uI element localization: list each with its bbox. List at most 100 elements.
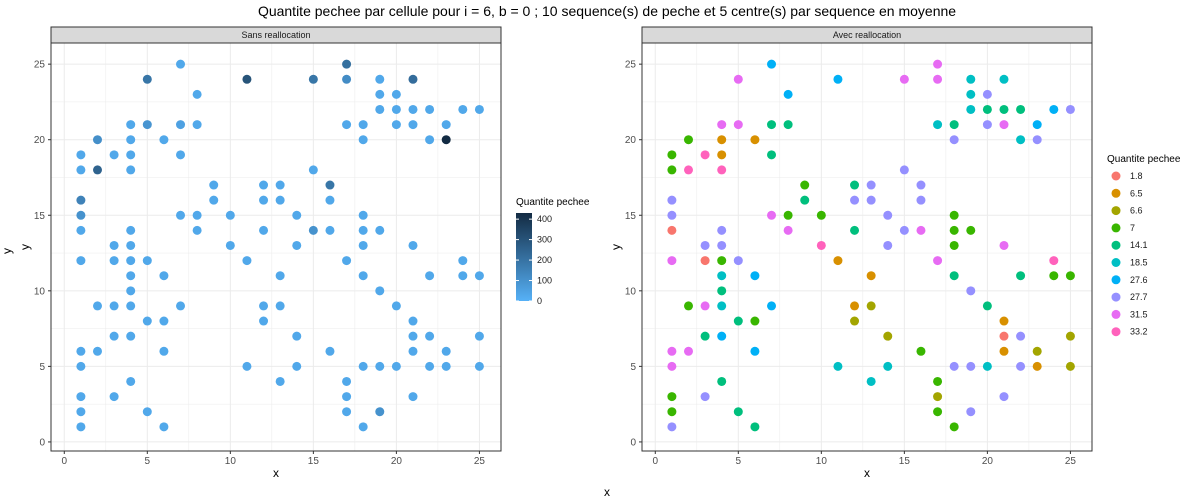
legend-item: 1.8 [1111, 171, 1143, 181]
data-point [916, 195, 926, 205]
colorbar-label: 0 [537, 296, 542, 306]
data-point [933, 59, 943, 69]
data-point [76, 225, 86, 235]
data-point [225, 210, 235, 220]
x-tick-label: 10 [816, 456, 828, 467]
data-point [667, 392, 677, 402]
data-point [209, 195, 219, 205]
data-point [126, 301, 136, 311]
data-point [667, 210, 677, 220]
data-point [783, 225, 793, 235]
data-point [109, 256, 119, 266]
data-point [242, 74, 252, 84]
y-tick-label: 0 [630, 437, 636, 448]
data-point [159, 346, 169, 356]
data-point [325, 195, 335, 205]
data-point [292, 240, 302, 250]
data-point [176, 59, 186, 69]
data-point [1016, 271, 1026, 281]
legend-key [1111, 327, 1121, 337]
data-point [308, 74, 318, 84]
data-point [126, 331, 136, 341]
discrete-legend-title: Quantite pechee [1107, 154, 1181, 165]
data-point [76, 195, 86, 205]
data-point [767, 120, 777, 130]
data-point [126, 256, 136, 266]
panel-sans-reallocation: Sans reallocation 0 5 10 15 20 25 0 5 10 15 20 25 x yy [0, 26, 502, 480]
data-point [1065, 361, 1075, 371]
data-point [126, 376, 136, 386]
data-point [1049, 104, 1059, 114]
y-tick-label: 10 [34, 286, 46, 297]
data-point [833, 361, 843, 371]
data-point [916, 225, 926, 235]
data-point [259, 195, 269, 205]
data-point [126, 271, 136, 281]
y-tick-label: 20 [34, 135, 46, 146]
data-point [1016, 104, 1026, 114]
data-point [308, 225, 318, 235]
axes: 0 5 10 15 20 25 0 5 10 15 20 25 [625, 60, 1077, 467]
data-point [733, 120, 743, 130]
data-point [391, 120, 401, 130]
data-point [700, 301, 710, 311]
data-point [375, 286, 385, 296]
legend-item: 27.6 [1111, 275, 1148, 285]
data-point [949, 210, 959, 220]
data-point [358, 422, 368, 432]
data-point [683, 135, 693, 145]
data-point [1032, 346, 1042, 356]
y-tick-label: 15 [34, 211, 46, 222]
data-point [408, 104, 418, 114]
data-point [767, 210, 777, 220]
legend-item: 18.5 [1111, 258, 1148, 268]
panel-background [642, 43, 1092, 451]
data-point [441, 135, 451, 145]
data-point [76, 422, 86, 432]
legend-item: 6.6 [1111, 206, 1143, 216]
data-point [966, 286, 976, 296]
data-point [949, 271, 959, 281]
data-point [458, 256, 468, 266]
data-point [767, 150, 777, 160]
legend-item: 27.7 [1111, 292, 1148, 302]
data-point [899, 165, 909, 175]
data-point [358, 240, 368, 250]
data-point [1032, 135, 1042, 145]
y-tick-label: 15 [625, 211, 637, 222]
data-point [667, 346, 677, 356]
data-point [916, 346, 926, 356]
y-tick-label: 20 [625, 135, 637, 146]
legend-key [1111, 223, 1121, 233]
data-point [683, 301, 693, 311]
data-point [126, 150, 136, 160]
colorbar-label: 400 [537, 214, 552, 224]
data-point [275, 376, 285, 386]
data-point [700, 392, 710, 402]
panel-background [51, 43, 501, 451]
data-point [966, 104, 976, 114]
data-point [717, 165, 727, 175]
data-point [375, 89, 385, 99]
data-point [733, 316, 743, 326]
data-point [1016, 135, 1026, 145]
data-point [358, 271, 368, 281]
legend-label: 1.8 [1130, 171, 1143, 181]
data-point [142, 316, 152, 326]
facet-strip: Sans reallocation [50, 26, 502, 44]
colorbar [516, 213, 532, 301]
data-point [109, 301, 119, 311]
x-tick-label: 5 [736, 456, 742, 467]
data-point [391, 104, 401, 114]
continuous-legend-title: Quantite pechee [516, 197, 590, 208]
data-point [142, 256, 152, 266]
data-point [750, 316, 760, 326]
data-point [700, 256, 710, 266]
data-point [667, 407, 677, 417]
data-point [126, 165, 136, 175]
data-point [142, 120, 152, 130]
legend-label: 14.1 [1130, 240, 1148, 250]
data-point [458, 271, 468, 281]
x-tick-label: 0 [653, 456, 659, 467]
data-point [1032, 361, 1042, 371]
